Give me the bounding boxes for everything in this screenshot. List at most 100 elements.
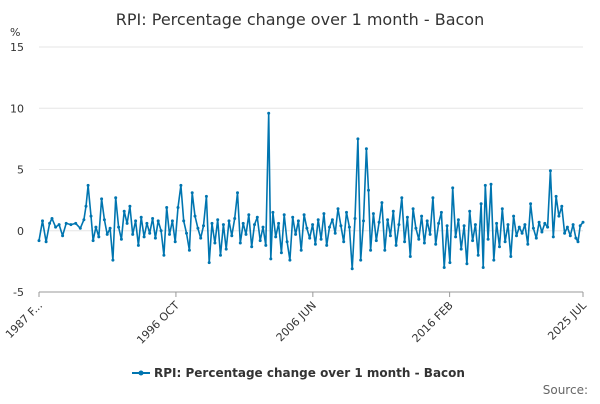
data-point[interactable]: [377, 220, 381, 224]
data-point[interactable]: [204, 194, 208, 198]
data-point[interactable]: [394, 243, 398, 247]
data-point[interactable]: [78, 226, 82, 230]
data-point[interactable]: [105, 232, 109, 236]
data-point[interactable]: [57, 223, 61, 227]
data-point[interactable]: [207, 261, 211, 265]
data-point[interactable]: [336, 207, 340, 211]
data-point[interactable]: [182, 219, 186, 223]
data-point[interactable]: [119, 237, 123, 241]
data-point[interactable]: [142, 235, 146, 239]
data-point[interactable]: [136, 243, 140, 247]
data-point[interactable]: [339, 224, 343, 228]
data-point[interactable]: [288, 258, 292, 262]
data-point[interactable]: [44, 240, 48, 244]
data-point[interactable]: [168, 232, 171, 236]
data-point[interactable]: [408, 255, 412, 258]
data-point[interactable]: [151, 217, 155, 220]
data-point[interactable]: [190, 191, 194, 195]
data-point[interactable]: [255, 215, 259, 219]
data-point[interactable]: [156, 219, 160, 223]
data-point[interactable]: [500, 207, 504, 211]
data-point[interactable]: [456, 218, 460, 222]
data-point[interactable]: [476, 253, 480, 257]
data-point[interactable]: [37, 239, 41, 243]
data-point[interactable]: [540, 230, 544, 234]
legend[interactable]: RPI: Percentage change over 1 month - Ba…: [132, 366, 465, 380]
data-point[interactable]: [241, 221, 245, 225]
data-point[interactable]: [176, 206, 180, 209]
data-point[interactable]: [571, 223, 575, 227]
data-point[interactable]: [221, 223, 225, 227]
data-point[interactable]: [269, 257, 273, 261]
data-point[interactable]: [179, 183, 183, 187]
data-point[interactable]: [108, 226, 112, 230]
data-point[interactable]: [486, 237, 490, 241]
data-point[interactable]: [481, 266, 485, 269]
data-point[interactable]: [560, 204, 564, 208]
data-point[interactable]: [431, 196, 435, 200]
data-point[interactable]: [328, 225, 331, 229]
data-point[interactable]: [159, 229, 163, 233]
data-point[interactable]: [291, 215, 295, 219]
data-point[interactable]: [134, 219, 138, 223]
data-point[interactable]: [403, 240, 407, 244]
data-point[interactable]: [459, 247, 463, 251]
data-point[interactable]: [253, 223, 256, 227]
data-point[interactable]: [285, 240, 289, 244]
data-point[interactable]: [216, 218, 220, 222]
data-point[interactable]: [41, 219, 44, 223]
data-point[interactable]: [153, 236, 157, 240]
data-point[interactable]: [546, 225, 550, 229]
data-point[interactable]: [89, 214, 93, 218]
data-point[interactable]: [563, 231, 567, 235]
data-point[interactable]: [313, 242, 317, 246]
data-point[interactable]: [442, 266, 446, 269]
data-point[interactable]: [557, 214, 561, 218]
data-point[interactable]: [61, 234, 65, 238]
data-point[interactable]: [302, 213, 306, 217]
data-point[interactable]: [236, 191, 239, 195]
data-point[interactable]: [299, 248, 303, 252]
data-point[interactable]: [145, 221, 149, 225]
data-point[interactable]: [371, 212, 375, 216]
data-point[interactable]: [537, 220, 541, 224]
data-point[interactable]: [227, 219, 231, 223]
data-point[interactable]: [122, 209, 126, 213]
data-point[interactable]: [397, 223, 401, 227]
data-point[interactable]: [581, 220, 585, 224]
data-point[interactable]: [417, 237, 421, 241]
data-point[interactable]: [364, 147, 368, 151]
data-point[interactable]: [50, 217, 54, 220]
data-point[interactable]: [526, 242, 530, 246]
data-point[interactable]: [383, 248, 387, 252]
data-point[interactable]: [380, 201, 384, 205]
data-point[interactable]: [271, 210, 275, 214]
data-point[interactable]: [503, 240, 507, 244]
data-point[interactable]: [86, 183, 90, 187]
data-point[interactable]: [230, 234, 234, 238]
data-point[interactable]: [233, 217, 237, 220]
data-point[interactable]: [311, 223, 315, 227]
data-point[interactable]: [185, 231, 188, 235]
data-point[interactable]: [425, 219, 429, 223]
data-point[interactable]: [196, 226, 200, 230]
data-point[interactable]: [199, 236, 203, 240]
data-point[interactable]: [411, 207, 415, 211]
data-point[interactable]: [296, 219, 300, 223]
data-point[interactable]: [428, 232, 432, 236]
data-point[interactable]: [473, 223, 477, 227]
data-point[interactable]: [117, 225, 121, 229]
data-point[interactable]: [279, 251, 283, 255]
data-point[interactable]: [258, 239, 262, 243]
data-point[interactable]: [193, 214, 197, 218]
data-point[interactable]: [264, 243, 268, 247]
data-point[interactable]: [316, 218, 320, 222]
data-point[interactable]: [454, 235, 458, 239]
data-point[interactable]: [69, 223, 73, 227]
data-point[interactable]: [400, 196, 404, 200]
data-point[interactable]: [512, 214, 516, 218]
data-point[interactable]: [250, 245, 254, 249]
data-point[interactable]: [325, 243, 329, 247]
data-point[interactable]: [82, 218, 86, 222]
data-point[interactable]: [125, 221, 129, 225]
